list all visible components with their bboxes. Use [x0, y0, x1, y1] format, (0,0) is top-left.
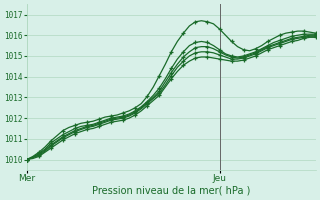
X-axis label: Pression niveau de la mer( hPa ): Pression niveau de la mer( hPa ): [92, 186, 251, 196]
